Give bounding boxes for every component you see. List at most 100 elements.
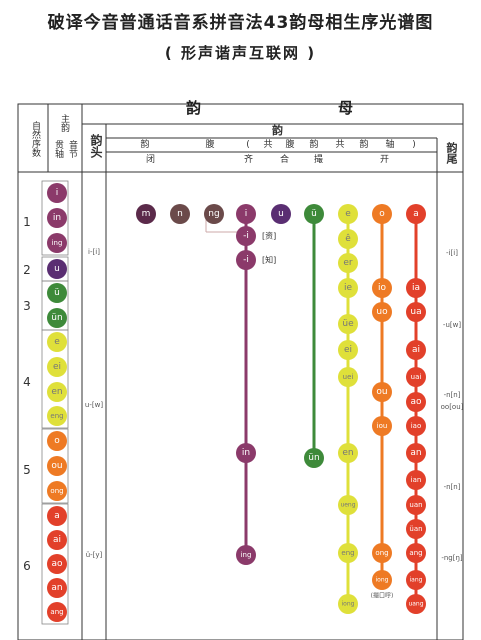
phoneme-node <box>406 495 426 515</box>
bracket-note: (撮口呼) <box>371 592 394 600</box>
header-yunfu: 韵 <box>272 124 283 137</box>
yunfu-word: 共 <box>335 139 344 150</box>
phoneme-label: ai <box>412 345 420 355</box>
phoneme-node <box>406 594 426 614</box>
phoneme-label: ü <box>311 209 317 219</box>
phoneme-node <box>136 204 156 224</box>
phoneme-label: in <box>242 448 250 458</box>
header-qi: 齐 <box>244 155 254 165</box>
phoneme-node <box>236 250 256 270</box>
phoneme-label: eng <box>50 412 63 420</box>
phoneme-label: eng <box>341 549 354 557</box>
phoneme-node <box>372 204 392 224</box>
phoneme-label: e <box>54 337 60 347</box>
phoneme-label: an <box>51 583 62 593</box>
row-number: 5 <box>23 463 31 477</box>
yunwei-label: -n[n] <box>444 391 461 399</box>
phoneme-node <box>406 443 426 463</box>
yunfu-word: 韵 <box>359 138 368 150</box>
phoneme-label: ng <box>208 209 219 219</box>
phoneme-label: ai <box>53 535 61 545</box>
yunfu-word: 轴 <box>385 138 394 150</box>
phoneme-node <box>338 314 358 334</box>
yunfu-word: 腹 <box>285 138 294 150</box>
page-subtitle: ( 形声谐声互联网 ) <box>164 44 317 62</box>
phoneme-label: ü <box>54 288 60 298</box>
phoneme-label: -i <box>243 231 249 241</box>
phoneme-node <box>304 448 324 468</box>
phoneme-node <box>236 443 256 463</box>
phoneme-label: a <box>54 511 60 521</box>
header-yinjie: 音节 <box>67 140 77 158</box>
phoneme-label: ei <box>53 362 61 372</box>
phoneme-label: ao <box>51 559 63 569</box>
phoneme-node <box>338 204 358 224</box>
phoneme-node <box>47 208 67 228</box>
row-number: 2 <box>23 263 31 277</box>
phoneme-node <box>47 382 67 402</box>
yunwei-label: -n[n] <box>444 483 461 491</box>
phoneme-node <box>406 416 426 436</box>
phoneme-node <box>47 332 67 352</box>
yunwei-label: -ng[ŋ] <box>441 554 463 562</box>
phoneme-node <box>406 470 426 490</box>
phoneme-node <box>406 340 426 360</box>
yuntou-label: i-[i] <box>88 248 100 256</box>
header-yunwei: 韵尾 <box>445 142 458 164</box>
phoneme-label: uan <box>409 501 422 509</box>
phoneme-label: iang <box>410 577 423 584</box>
phoneme-label: ei <box>344 345 352 355</box>
phoneme-label: uang <box>408 601 423 608</box>
header-ziran: 自然序数 <box>30 121 40 157</box>
phoneme-label: üan <box>409 525 422 533</box>
phoneme-label: ang <box>409 549 422 557</box>
phoneme-node <box>406 519 426 539</box>
row-number: 6 <box>23 559 31 573</box>
phoneme-label: i <box>245 209 248 219</box>
branch-note: [知] <box>262 255 276 265</box>
phoneme-label: ou <box>51 461 62 471</box>
phoneme-label: ou <box>376 387 387 397</box>
phoneme-node <box>338 367 358 387</box>
phoneme-label: ueng <box>340 502 355 509</box>
phoneme-label: uai <box>411 373 422 381</box>
phoneme-node <box>338 278 358 298</box>
phoneme-label: uei <box>343 373 354 381</box>
yunfu-word: 腹 <box>205 138 214 150</box>
yunfu-word: ( <box>246 140 250 150</box>
grid-frame <box>17 103 464 640</box>
phoneme-label: ong <box>375 549 388 557</box>
phoneme-node <box>338 543 358 563</box>
phoneme-node <box>236 226 256 246</box>
yunfu-word: 共 <box>263 139 272 150</box>
yunfu-word: ) <box>412 140 416 150</box>
phoneme-label: iou <box>377 422 388 430</box>
phoneme-label: m <box>142 209 151 219</box>
header-kai: 开 <box>380 155 390 165</box>
yunfu-word: 韵 <box>309 138 318 150</box>
phoneme-node <box>406 302 426 322</box>
phoneme-node <box>47 308 67 328</box>
phoneme-node <box>47 554 67 574</box>
phoneme-label: ing <box>52 239 63 247</box>
phoneme-node <box>47 602 67 622</box>
phoneme-label: en <box>342 448 353 458</box>
yunfu-word: 韵 <box>140 138 149 150</box>
phoneme-node <box>47 431 67 451</box>
phoneme-node <box>406 570 426 590</box>
phoneme-node <box>406 278 426 298</box>
phoneme-node <box>236 204 256 224</box>
header-cuo: 撮 <box>314 155 324 165</box>
phoneme-label: ian <box>411 476 422 484</box>
phoneme-node <box>170 204 190 224</box>
phoneme-node <box>236 545 256 565</box>
yunwei-label: -u[w] <box>443 321 461 329</box>
phoneme-node <box>338 594 358 614</box>
phoneme-node <box>338 253 358 273</box>
phoneme-node <box>372 416 392 436</box>
phoneme-label: üe <box>342 319 354 329</box>
header-yuntou: 韵头 <box>89 134 103 158</box>
phoneme-node <box>204 204 224 224</box>
phoneme-label: i <box>56 188 59 198</box>
